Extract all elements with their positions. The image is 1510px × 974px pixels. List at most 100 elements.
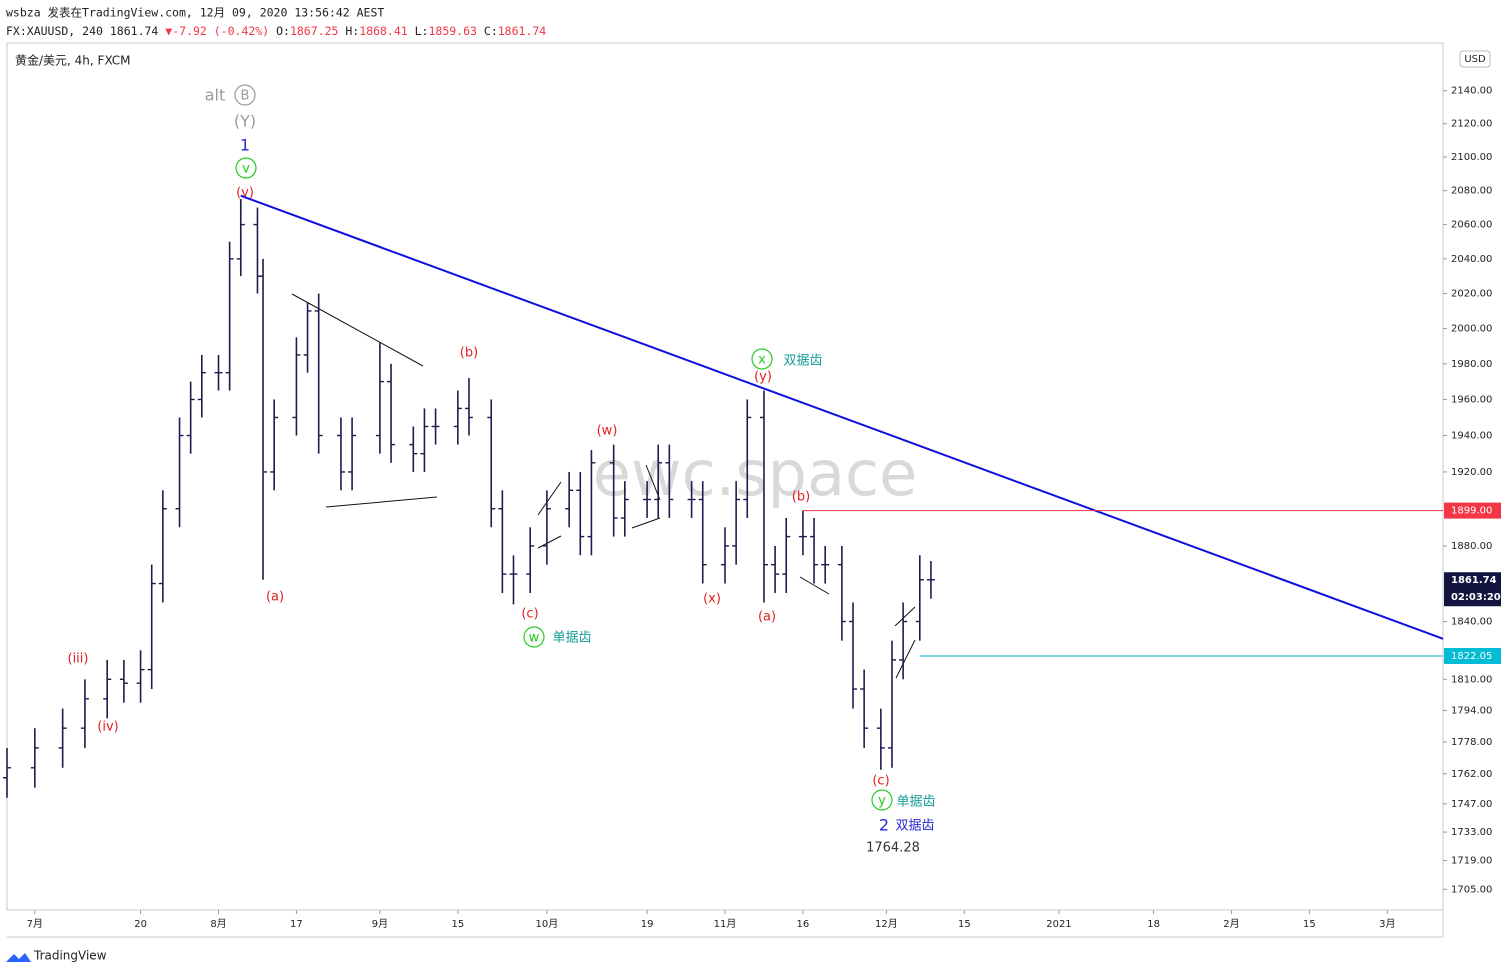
- annotation: (a): [266, 590, 284, 605]
- last-price-box: [1444, 572, 1501, 607]
- y-tick-label: 1810.00: [1451, 674, 1492, 685]
- level-box: [1444, 647, 1501, 664]
- x-tick-label: 16: [797, 919, 810, 930]
- currency-box[interactable]: [1459, 50, 1491, 68]
- x-tick-label: 15: [451, 919, 464, 930]
- change: -7.92 (-0.42%): [172, 24, 269, 38]
- annotation: (a): [758, 610, 776, 625]
- annotation: (Y): [234, 112, 256, 131]
- drawing-line: [894, 606, 916, 627]
- y-tick-label: 2100.00: [1451, 152, 1492, 163]
- h-label: H:: [345, 24, 359, 38]
- annotation: (b): [460, 346, 478, 361]
- chart-title: 黄金/美元, 4h, FXCM: [15, 53, 131, 68]
- o-label: O:: [276, 24, 290, 38]
- annotation: v: [242, 162, 250, 177]
- y-tick-label: 1880.00: [1451, 541, 1492, 552]
- annotation-circle: [871, 789, 893, 811]
- x-tick-label: 10月: [536, 918, 559, 930]
- x-tick-label: 8月: [210, 918, 226, 930]
- y-tick-label: 2080.00: [1451, 186, 1492, 197]
- y-tick-label: 2140.00: [1451, 86, 1492, 97]
- y-tick-label: 2040.00: [1451, 254, 1492, 265]
- x-tick-label: 20: [134, 919, 147, 930]
- y-tick-label: 2000.00: [1451, 323, 1492, 334]
- annotation: (b): [792, 490, 810, 505]
- drawing-line: [895, 639, 916, 679]
- o: 1867.25: [290, 24, 338, 38]
- x-tick-label: 15: [958, 919, 971, 930]
- level-label: 1899.00: [1451, 506, 1492, 517]
- x-tick-label: 11月: [714, 918, 737, 930]
- header-symbol: FX:XAUUSD, 240 1861.74 ▼-7.92 (-0.42%) O…: [6, 24, 546, 38]
- y-tick-label: 1778.00: [1451, 737, 1492, 748]
- annotation-circle: [235, 157, 257, 179]
- c-label: C:: [484, 24, 498, 38]
- drawing-line: [631, 517, 661, 529]
- annotation: (iv): [97, 720, 118, 735]
- annotation: 单据齿: [552, 631, 591, 646]
- annotation: (y): [754, 370, 772, 385]
- x-tick-label: 12月: [875, 918, 898, 930]
- y-tick-label: 1762.00: [1451, 769, 1492, 780]
- y-tick-label: 1960.00: [1451, 394, 1492, 405]
- y-tick-label: 1980.00: [1451, 359, 1492, 370]
- y-tick-label: 2120.00: [1451, 119, 1492, 130]
- header-line: wsbza 发表在TradingView.com, 12月 09, 2020 1…: [6, 6, 384, 20]
- drawing-line: [537, 535, 562, 549]
- annotation: x: [758, 353, 766, 368]
- x-tick-label: 2月: [1223, 918, 1239, 930]
- annotation: 1764.28: [866, 841, 920, 856]
- annotation: (c): [872, 774, 889, 789]
- countdown: 02:03:20: [1451, 592, 1501, 603]
- annotation: 1: [240, 136, 250, 155]
- y-tick-label: 1733.00: [1451, 827, 1492, 838]
- annotation: 单据齿: [896, 795, 935, 810]
- annotation-circle: [751, 348, 773, 370]
- y-tick-label: 1920.00: [1451, 467, 1492, 478]
- annotation: (x): [703, 592, 721, 607]
- last: 1861.74: [110, 24, 159, 38]
- y-tick-label: 1705.00: [1451, 884, 1492, 895]
- tv-logo[interactable]: TradingView: [6, 949, 107, 963]
- annotation: B: [241, 89, 250, 104]
- brand[interactable]: TradingView: [33, 949, 107, 963]
- h: 1868.41: [359, 24, 408, 38]
- triangles: [291, 293, 916, 679]
- x-tick-label: 2021: [1046, 919, 1071, 930]
- c: 1861.74: [498, 24, 547, 38]
- annotation-circle: [523, 626, 545, 648]
- annotation: (c): [521, 607, 538, 622]
- watermark: ewc.space: [593, 437, 918, 510]
- last-price-label: 1861.74: [1451, 575, 1497, 586]
- level-box: [1444, 502, 1501, 519]
- level-label: 1822.05: [1451, 651, 1492, 662]
- drawing-line: [537, 481, 562, 516]
- x-tick-label: 3月: [1379, 918, 1395, 930]
- bars: [3, 199, 935, 798]
- y-tick-label: 2060.00: [1451, 220, 1492, 231]
- logo-icon[interactable]: [6, 953, 31, 962]
- annotation: w: [529, 631, 540, 646]
- symbol: FX:XAUUSD, 240: [6, 24, 103, 38]
- annotation: 双据齿: [895, 819, 934, 834]
- annotation: (v): [236, 186, 254, 201]
- x-tick-label: 18: [1147, 919, 1160, 930]
- x-tick-label: 15: [1303, 919, 1316, 930]
- currency[interactable]: USD: [1464, 54, 1486, 65]
- y-tick-label: 1940.00: [1451, 431, 1492, 442]
- annotation: 2: [879, 816, 889, 835]
- annotation: alt: [205, 86, 226, 105]
- annotation: (w): [597, 424, 618, 439]
- annotation: y: [878, 794, 886, 809]
- annotation-circle: [234, 84, 256, 106]
- x-tick-label: 7月: [27, 918, 43, 930]
- y-tick-label: 1719.00: [1451, 856, 1492, 867]
- arrow: ▼: [165, 24, 172, 38]
- trendline: [240, 194, 1444, 640]
- y-tick-label: 2020.00: [1451, 289, 1492, 300]
- y-tick-label: 1747.00: [1451, 799, 1492, 810]
- l: 1859.63: [428, 24, 477, 38]
